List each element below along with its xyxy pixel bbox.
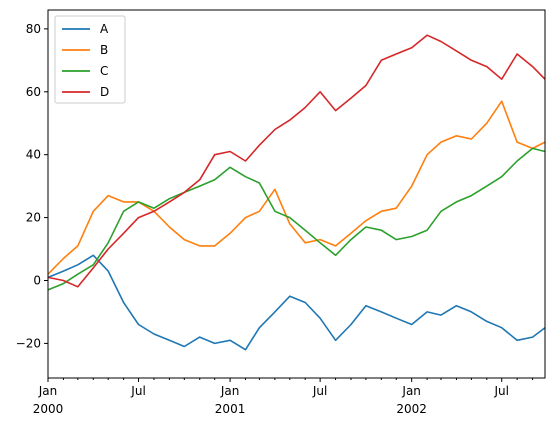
series-line-d: [47, 34, 546, 288]
legend-label-c: C: [100, 64, 108, 78]
x-tick-label: Jul: [493, 384, 508, 398]
plot-frame: [47, 9, 546, 379]
y-tick-label: −20: [16, 336, 41, 350]
legend-label-a: A: [100, 22, 109, 36]
x-tick-label: Jan: [401, 384, 421, 398]
legend-label-b: B: [100, 43, 108, 57]
y-tick-label: 20: [26, 211, 41, 225]
y-tick-label: 0: [33, 273, 41, 287]
y-tick-label: 80: [26, 22, 41, 36]
y-tick-label: 40: [26, 148, 41, 162]
x-tick-label: Jan: [38, 384, 58, 398]
legend-box: [54, 15, 126, 104]
series-line-c: [47, 147, 546, 291]
x-tick-label: Jul: [130, 384, 145, 398]
x-tick-year-label: 2002: [396, 402, 427, 416]
x-tick-year-label: 2001: [215, 402, 246, 416]
legend-label-d: D: [100, 85, 109, 99]
series-line-a: [47, 254, 546, 351]
series-line-b: [47, 100, 546, 275]
y-tick-label: 60: [26, 85, 41, 99]
x-axis: Jan 2000 Jul Jan 2001 Jul Jan 2002 Jul: [33, 378, 534, 416]
series-layer: [47, 34, 546, 351]
x-tick-year-label: 2000: [33, 402, 64, 416]
x-tick-label: Jan: [220, 384, 240, 398]
y-axis: −20 0 20 40 60 80: [16, 22, 48, 350]
x-tick-label: Jul: [312, 384, 327, 398]
